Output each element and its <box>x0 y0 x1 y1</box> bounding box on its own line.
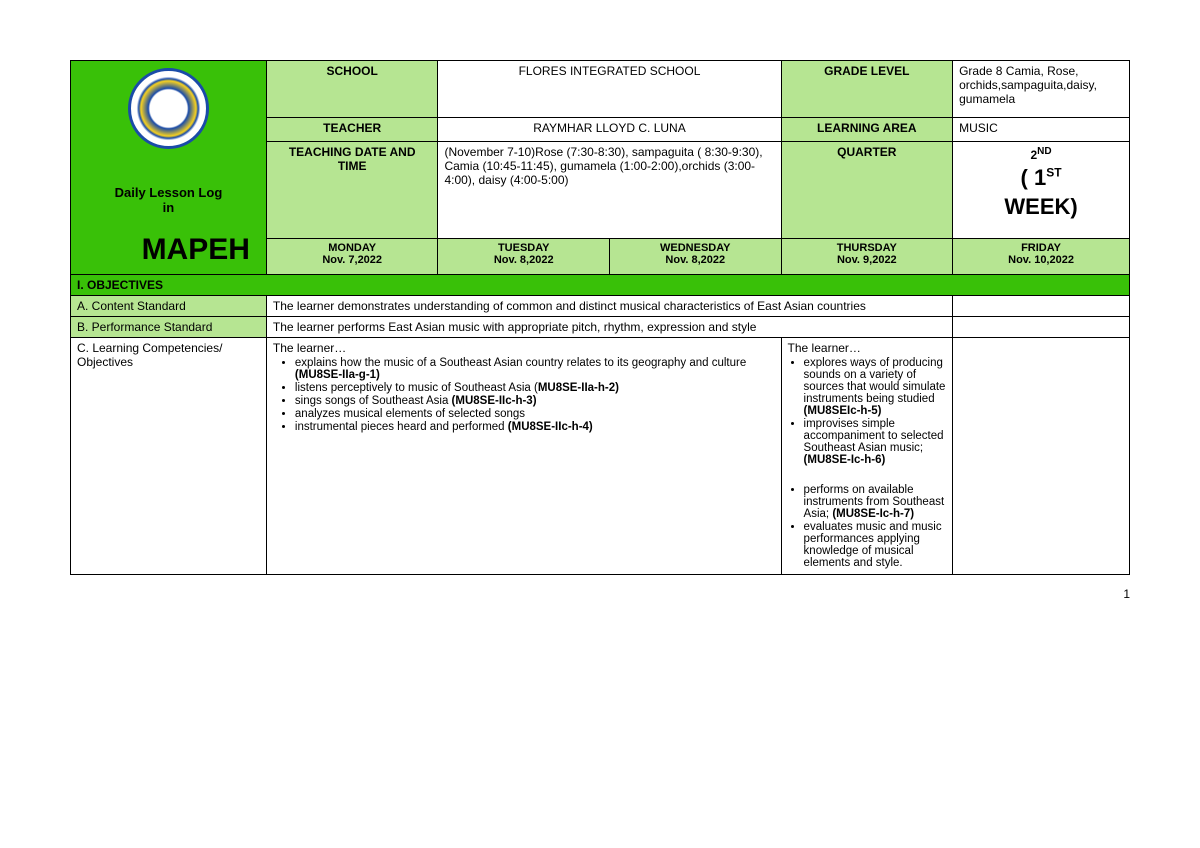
comp-a-4: analyzes musical elements of selected so… <box>295 408 775 420</box>
value-teacher: RAYMHAR LLOYD C. LUNA <box>438 118 781 142</box>
value-gradelevel: Grade 8 Camia, Rose, orchids,sampaguita,… <box>953 61 1130 118</box>
value-school: FLORES INTEGRATED SCHOOL <box>438 61 781 118</box>
value-contentstd: The learner demonstrates understanding o… <box>266 296 952 317</box>
subject-title: MAPEH <box>77 233 260 267</box>
label-teacher: TEACHER <box>266 118 438 142</box>
comp-b-1: explores ways of producing sounds on a v… <box>804 357 947 417</box>
comp-b-2: improvises simple accompaniment to selec… <box>804 418 947 466</box>
day-monday: MONDAYNov. 7,2022 <box>266 238 438 274</box>
comp-b-4: evaluates music and music performances a… <box>804 521 947 569</box>
section-objectives: I. OBJECTIVES <box>71 275 1130 296</box>
label-learningarea: LEARNING AREA <box>781 118 953 142</box>
label-contentstd: A. Content Standard <box>71 296 267 317</box>
empty-learncomp <box>953 338 1130 575</box>
value-learncomp-a: The learner… explains how the music of a… <box>266 338 781 575</box>
learner-intro-b: The learner… <box>788 341 861 355</box>
label-perfstd: B. Performance Standard <box>71 317 267 338</box>
deped-logo <box>128 68 209 149</box>
comp-a-1: explains how the music of a Southeast As… <box>295 357 775 381</box>
dll-line2: in <box>163 200 175 215</box>
day-friday: FRIDAYNov. 10,2022 <box>953 238 1130 274</box>
sidebar-cell: Daily Lesson Log in MAPEH <box>71 61 267 275</box>
day-wednesday: WEDNESDAYNov. 8,2022 <box>610 238 782 274</box>
comp-a-5: instrumental pieces heard and performed … <box>295 421 775 433</box>
comp-a-3: sings songs of Southeast Asia (MU8SE-IIc… <box>295 395 775 407</box>
label-school: SCHOOL <box>266 61 438 118</box>
learner-intro-a: The learner… <box>273 341 346 355</box>
comp-b-3: performs on available instruments from S… <box>804 484 947 520</box>
lesson-log-table: Daily Lesson Log in MAPEH SCHOOL FLORES … <box>70 60 1130 575</box>
label-teachingdate: TEACHING DATE AND TIME <box>266 142 438 238</box>
dll-title: Daily Lesson Log in <box>77 185 260 215</box>
label-gradelevel: GRADE LEVEL <box>781 61 953 118</box>
label-learncomp: C. Learning Competencies/ Objectives <box>71 338 267 575</box>
page-number: 1 <box>70 575 1130 601</box>
day-tuesday: TUESDAYNov. 8,2022 <box>438 238 610 274</box>
dll-line1: Daily Lesson Log <box>115 185 223 200</box>
value-perfstd: The learner performs East Asian music wi… <box>266 317 952 338</box>
empty-contentstd <box>953 296 1130 317</box>
label-quarter: QUARTER <box>781 142 953 238</box>
empty-perfstd <box>953 317 1130 338</box>
value-teachingdate: (November 7-10)Rose (7:30-8:30), sampagu… <box>438 142 781 238</box>
comp-a-2: listens perceptively to music of Southea… <box>295 382 775 394</box>
value-learncomp-b: The learner… explores ways of producing … <box>781 338 953 575</box>
day-thursday: THURSDAYNov. 9,2022 <box>781 238 953 274</box>
value-quarter: 2ND ( 1ST WEEK) <box>953 142 1130 238</box>
value-learningarea: MUSIC <box>953 118 1130 142</box>
